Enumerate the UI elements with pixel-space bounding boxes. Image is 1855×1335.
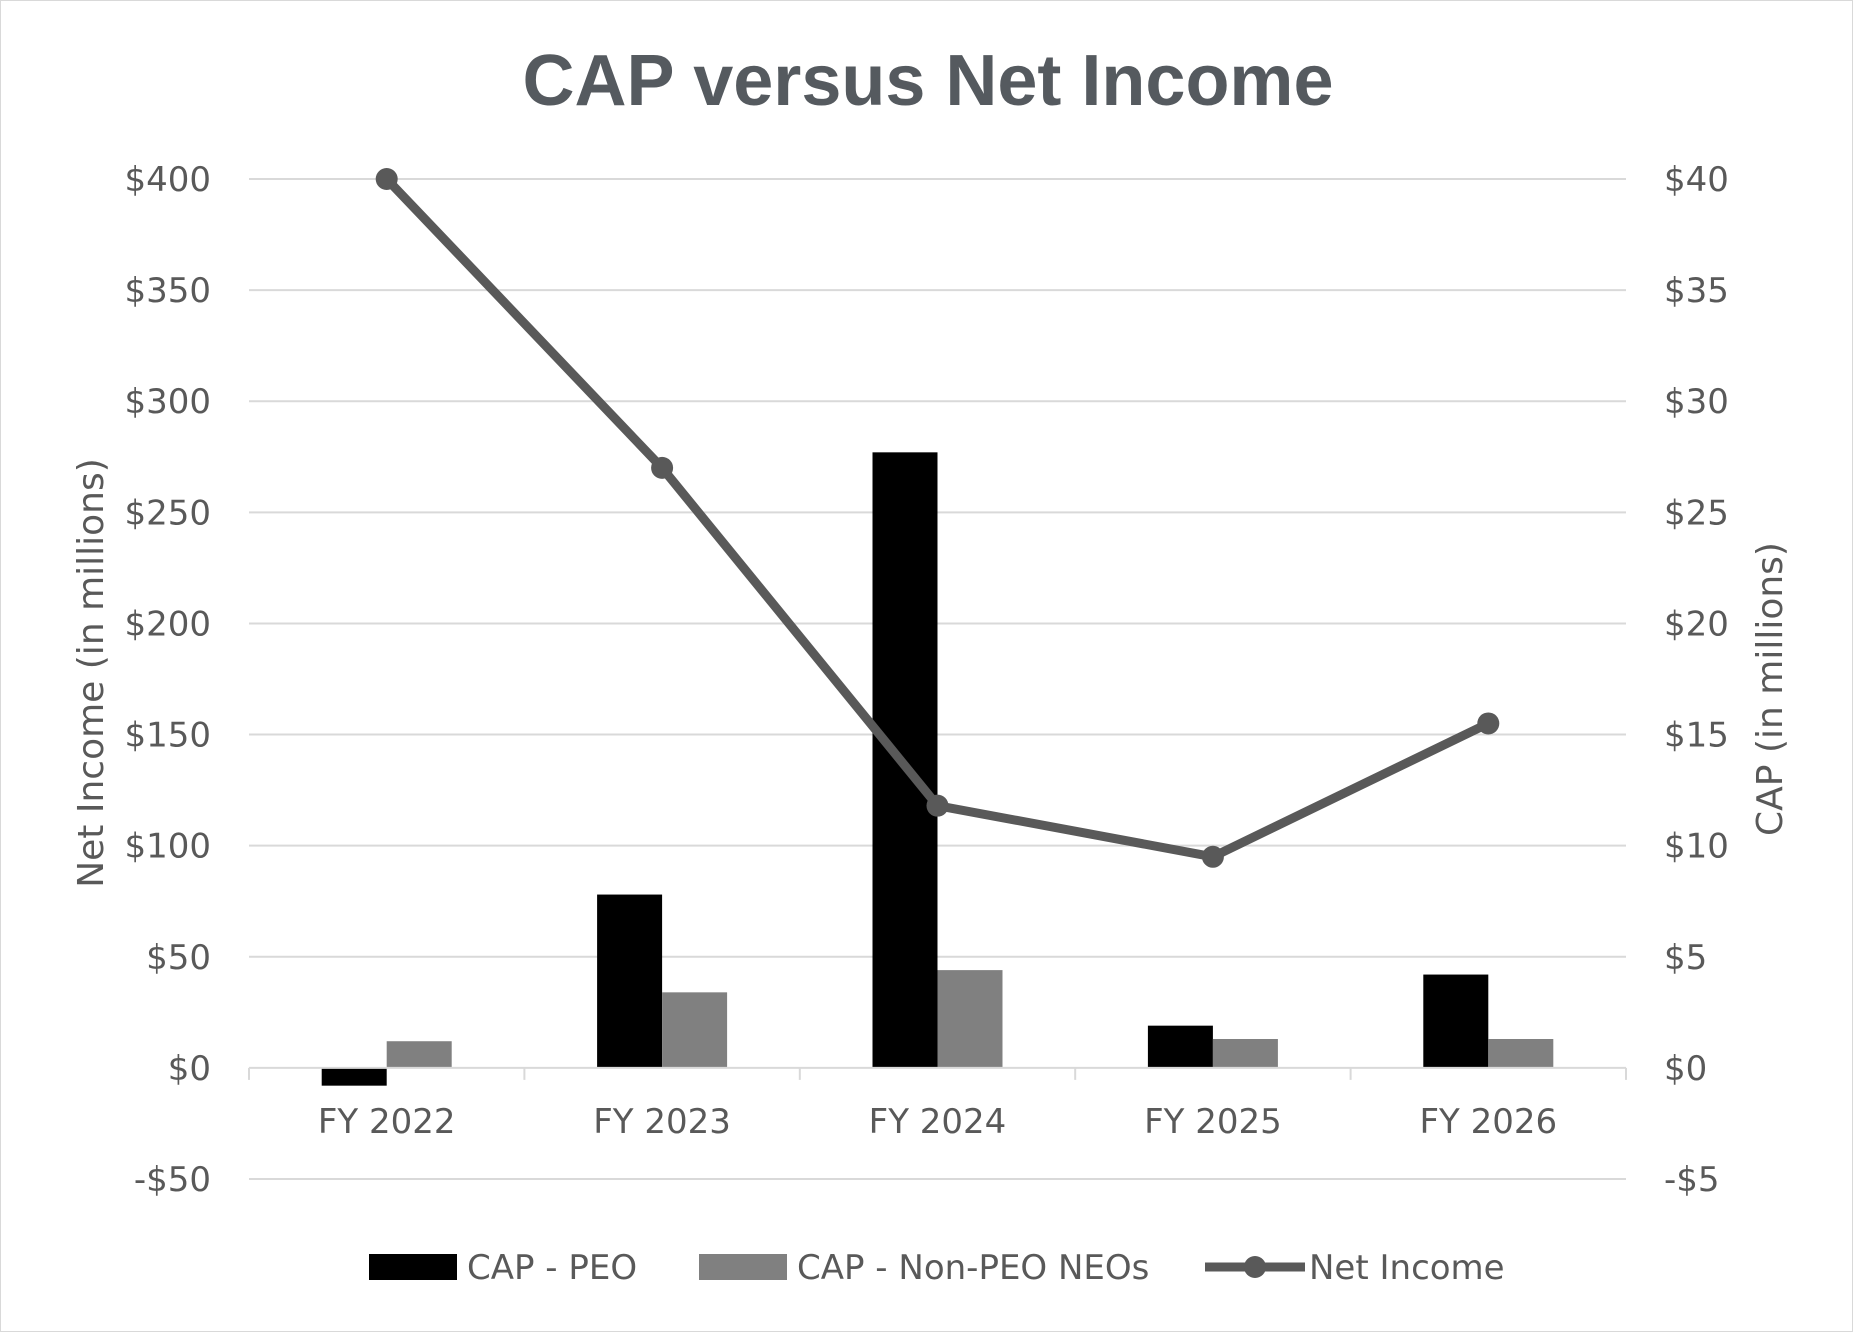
right-tick-label: $0 xyxy=(1664,1049,1707,1089)
bar-cap-non-peo-neos-fy-2023 xyxy=(662,992,728,1068)
net-income-line xyxy=(375,168,1500,868)
bar-cap-non-peo-neos-fy-2022 xyxy=(386,1041,452,1068)
net-income-point xyxy=(1477,712,1500,735)
right-tick-label: $40 xyxy=(1664,160,1729,200)
bar-cap-peo-fy-2022 xyxy=(321,1067,387,1086)
right-tick-label: $35 xyxy=(1664,271,1729,311)
bar-cap-non-peo-neos-fy-2025 xyxy=(1212,1039,1278,1068)
x-tick-label: FY 2022 xyxy=(318,1102,456,1142)
left-tick-label: $100 xyxy=(124,827,211,867)
bar-cap-peo-fy-2025 xyxy=(1147,1025,1213,1068)
left-tick-label: $50 xyxy=(146,938,211,978)
x-axis: FY 2022 FY 2023 FY 2024 FY 2025 FY 2026 xyxy=(248,1066,1627,1142)
left-axis-ticks: -$50 $0 $50 $100 $150 $200 $250 $300 $350 $400 xyxy=(124,160,211,1200)
bar-cap-non-peo-neos-fy-2026 xyxy=(1488,1039,1554,1068)
right-tick-label: -$5 xyxy=(1664,1160,1720,1200)
bar-cap-non-peo-neos-fy-2024 xyxy=(937,970,1003,1068)
x-tick-label: FY 2026 xyxy=(1419,1102,1557,1142)
left-tick-label: $400 xyxy=(124,160,211,200)
right-tick-label: $15 xyxy=(1664,716,1729,756)
net-income-line-path xyxy=(383,175,1491,862)
left-tick-label: $0 xyxy=(168,1049,211,1089)
net-income-point xyxy=(926,794,949,817)
left-tick-label: -$50 xyxy=(134,1160,211,1200)
left-tick-label: $300 xyxy=(124,382,211,422)
legend-label-net-income: Net Income xyxy=(1309,1248,1505,1288)
legend-label-cap-peo: CAP - PEO xyxy=(467,1248,637,1288)
net-income-point xyxy=(375,168,398,190)
bar-cap-peo-fy-2023 xyxy=(597,894,663,1068)
left-tick-label: $200 xyxy=(124,604,211,644)
legend-swatch-cap-non-peo-neos xyxy=(699,1254,787,1280)
left-tick-label: $150 xyxy=(124,716,211,756)
x-tick-label: FY 2024 xyxy=(869,1102,1007,1142)
right-axis-title: CAP (in millions) xyxy=(1750,542,1791,836)
x-tick-label: FY 2025 xyxy=(1144,1102,1282,1142)
left-axis-title: Net Income (in millions) xyxy=(71,458,112,888)
right-tick-label: $20 xyxy=(1664,604,1729,644)
net-income-point xyxy=(1201,845,1224,868)
legend: CAP - PEO CAP - Non-PEO NEOs Net Income xyxy=(369,1248,1505,1288)
left-tick-label: $250 xyxy=(124,493,211,533)
bars xyxy=(321,452,1554,1086)
right-tick-label: $25 xyxy=(1664,493,1729,533)
right-axis-ticks: -$5 $0 $5 $10 $15 $20 $25 $30 $35 $40 xyxy=(1664,160,1729,1200)
net-income-point xyxy=(651,456,674,479)
legend-label-cap-non-peo-neos: CAP - Non-PEO NEOs xyxy=(797,1248,1149,1288)
left-tick-label: $350 xyxy=(124,271,211,311)
chart-title: CAP versus Net Income xyxy=(523,41,1334,121)
bar-cap-peo-fy-2026 xyxy=(1423,974,1489,1068)
x-tick-label: FY 2023 xyxy=(593,1102,731,1142)
legend-swatch-cap-peo xyxy=(369,1254,457,1280)
right-tick-label: $5 xyxy=(1664,938,1707,978)
right-tick-label: $30 xyxy=(1664,382,1729,422)
right-tick-label: $10 xyxy=(1664,827,1729,867)
legend-marker-net-income xyxy=(1244,1256,1266,1278)
